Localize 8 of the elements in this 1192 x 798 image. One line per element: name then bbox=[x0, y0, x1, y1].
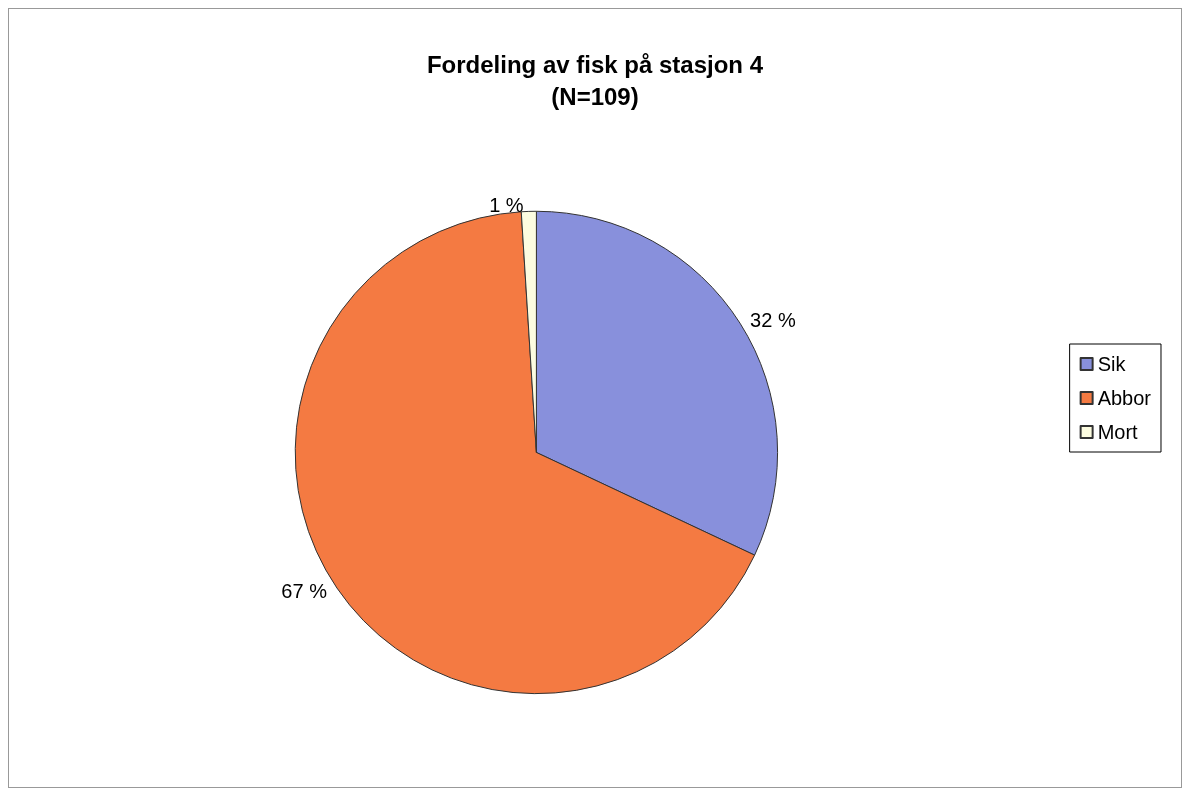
data-label: 32 % bbox=[750, 309, 796, 332]
legend-label: Mort bbox=[1097, 421, 1139, 443]
legend-label: Sik bbox=[1097, 353, 1127, 375]
data-label: 1 % bbox=[489, 194, 524, 217]
legend-label: Abbor bbox=[1097, 387, 1152, 409]
chart-subtitle: (N=109) bbox=[551, 82, 639, 110]
chart-title: Fordeling av fisk på stasjon 4 bbox=[426, 50, 764, 78]
data-label: 67 % bbox=[281, 580, 328, 603]
